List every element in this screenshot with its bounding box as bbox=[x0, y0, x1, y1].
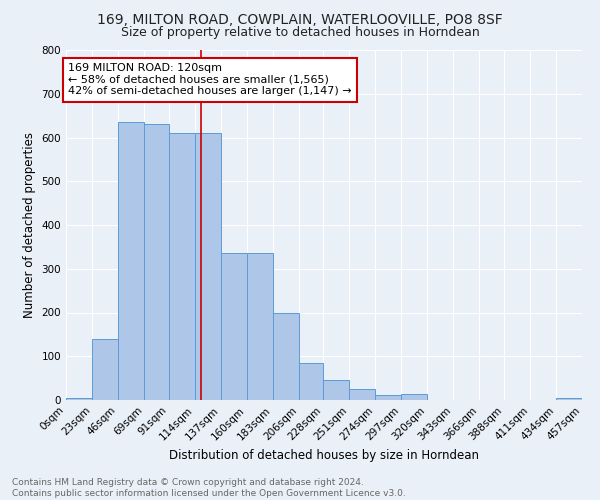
Bar bbox=[556, 398, 582, 400]
Bar bbox=[66, 398, 92, 400]
Bar bbox=[401, 394, 427, 400]
Bar bbox=[349, 389, 376, 400]
Bar bbox=[195, 133, 221, 400]
Bar bbox=[247, 254, 272, 400]
Bar bbox=[118, 122, 144, 400]
Bar bbox=[144, 124, 169, 400]
Text: Size of property relative to detached houses in Horndean: Size of property relative to detached ho… bbox=[121, 26, 479, 39]
Bar bbox=[299, 363, 323, 400]
Bar bbox=[221, 254, 247, 400]
Text: Contains HM Land Registry data © Crown copyright and database right 2024.
Contai: Contains HM Land Registry data © Crown c… bbox=[12, 478, 406, 498]
Bar bbox=[323, 380, 349, 400]
Y-axis label: Number of detached properties: Number of detached properties bbox=[23, 132, 36, 318]
Bar bbox=[169, 133, 195, 400]
Bar bbox=[272, 312, 299, 400]
X-axis label: Distribution of detached houses by size in Horndean: Distribution of detached houses by size … bbox=[169, 448, 479, 462]
Bar bbox=[92, 339, 118, 400]
Text: 169, MILTON ROAD, COWPLAIN, WATERLOOVILLE, PO8 8SF: 169, MILTON ROAD, COWPLAIN, WATERLOOVILL… bbox=[97, 12, 503, 26]
Text: 169 MILTON ROAD: 120sqm
← 58% of detached houses are smaller (1,565)
42% of semi: 169 MILTON ROAD: 120sqm ← 58% of detache… bbox=[68, 63, 352, 96]
Bar bbox=[376, 395, 401, 400]
